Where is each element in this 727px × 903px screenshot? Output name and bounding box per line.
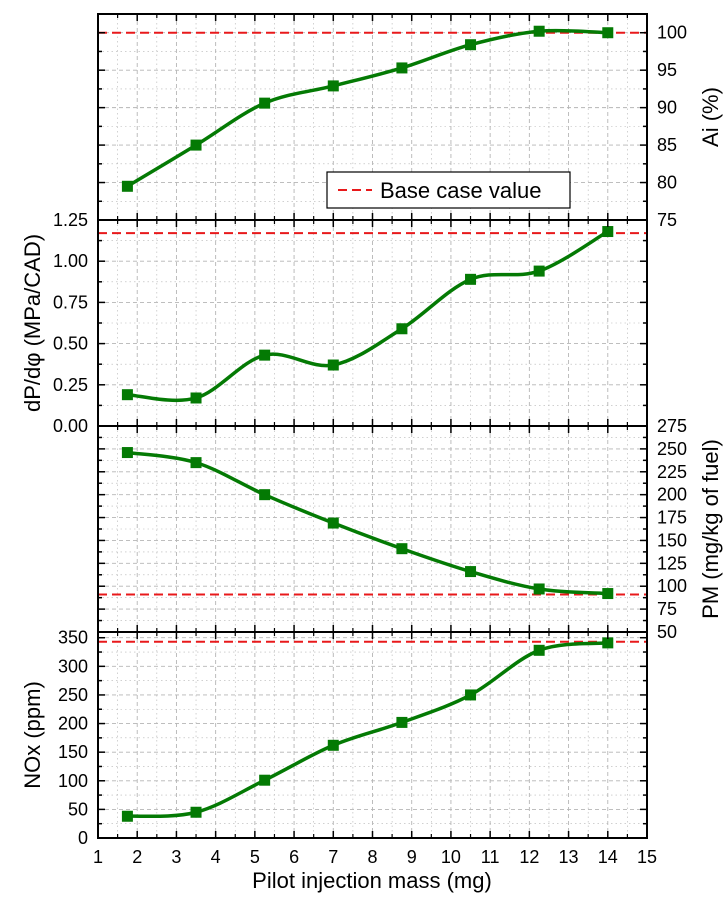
data-point xyxy=(259,489,271,501)
x-tick-label: 7 xyxy=(328,847,338,867)
data-point xyxy=(533,644,545,656)
fit-curve xyxy=(125,229,610,403)
y-tick-label: 95 xyxy=(657,60,677,80)
data-point xyxy=(396,543,408,555)
panel-nox: 0 50 100 150 200 250 300 350 NOx (ppm) xyxy=(20,628,648,848)
data-point xyxy=(190,139,202,151)
data-point xyxy=(327,80,339,92)
y-tick-label: 300 xyxy=(58,656,88,676)
data-point xyxy=(465,689,477,701)
data-point xyxy=(533,25,545,37)
legend: Base case value xyxy=(326,171,571,209)
y-tick-label: 0.00 xyxy=(53,416,88,436)
y-axis-title-pm: PM (mg/kg of fuel) xyxy=(698,439,723,619)
x-tick-label: 13 xyxy=(559,847,579,867)
y-tick-label: 85 xyxy=(657,135,677,155)
x-tick-label: 15 xyxy=(637,847,657,867)
y-tick-label: 100 xyxy=(58,771,88,791)
data-point xyxy=(602,588,614,600)
fit-curve xyxy=(125,450,610,596)
y-tick-label: 100 xyxy=(657,576,687,596)
data-point xyxy=(465,273,477,285)
data-point xyxy=(533,583,545,595)
y-tick-label: 250 xyxy=(58,685,88,705)
x-tick-label: 3 xyxy=(171,847,181,867)
data-point xyxy=(121,810,133,822)
y-axis-title-ai: Ai (%) xyxy=(698,87,723,147)
y-tick-label: 225 xyxy=(657,462,687,482)
data-point xyxy=(465,566,477,578)
data-point xyxy=(533,265,545,277)
data-point xyxy=(327,739,339,751)
y-tick-label: 0.50 xyxy=(53,334,88,354)
x-axis-title: Pilot injection mass (mg) xyxy=(252,868,492,893)
y-tick-label: 75 xyxy=(657,599,677,619)
y-tick-label: 50 xyxy=(68,799,88,819)
y-tick-label: 90 xyxy=(657,98,677,118)
data-point xyxy=(121,389,133,401)
data-point xyxy=(259,774,271,786)
panel-dpdphi: 0.00 0.25 0.50 0.75 1.00 1.25 dP/dφ (MPa/CAD) xyxy=(20,210,648,436)
data-point xyxy=(190,392,202,404)
x-tick-label: 4 xyxy=(211,847,221,867)
x-tick-label: 11 xyxy=(481,847,500,867)
x-tick-label: 14 xyxy=(598,847,618,867)
data-point xyxy=(327,359,339,371)
data-point xyxy=(602,226,614,238)
y-axis-title-dpdphi: dP/dφ (MPa/CAD) xyxy=(20,234,45,412)
data-point xyxy=(259,349,271,361)
fit-curve xyxy=(125,28,610,189)
y-tick-label: 150 xyxy=(58,742,88,762)
y-tick-label: 200 xyxy=(657,485,687,505)
data-point xyxy=(190,457,202,469)
y-tick-label: 75 xyxy=(657,210,677,230)
y-axis-title-nox: NOx (ppm) xyxy=(20,681,45,789)
data-point xyxy=(396,62,408,74)
x-tick-label: 5 xyxy=(250,847,260,867)
data-point xyxy=(465,39,477,51)
x-tick-label: 2 xyxy=(132,847,142,867)
y-tick-label: 50 xyxy=(657,622,677,642)
data-point xyxy=(190,806,202,818)
y-tick-label: 0.75 xyxy=(53,292,88,312)
y-tick-label: 350 xyxy=(58,628,88,648)
x-tick-label: 8 xyxy=(367,847,377,867)
data-point xyxy=(121,447,133,459)
y-tick-label: 0.25 xyxy=(53,375,88,395)
x-tick-label: 12 xyxy=(519,847,539,867)
y-tick-label: 275 xyxy=(657,416,687,436)
y-tick-label: 150 xyxy=(657,530,687,550)
data-point xyxy=(259,97,271,109)
y-tick-label: 1.25 xyxy=(53,210,88,230)
data-point xyxy=(602,27,614,39)
x-tick-label: 1 xyxy=(93,847,103,867)
fit-curve xyxy=(125,641,610,819)
data-point xyxy=(396,716,408,728)
y-tick-label: 1.00 xyxy=(53,251,88,271)
y-tick-label: 100 xyxy=(657,23,687,43)
legend-label: Base case value xyxy=(380,178,541,203)
y-tick-label: 200 xyxy=(58,714,88,734)
data-point xyxy=(327,517,339,529)
y-tick-label: 0 xyxy=(78,828,88,848)
x-tick-label: 9 xyxy=(407,847,417,867)
y-tick-label: 250 xyxy=(657,439,687,459)
x-tick-label: 6 xyxy=(289,847,299,867)
y-tick-label: 175 xyxy=(657,508,687,528)
data-point xyxy=(396,323,408,335)
data-point xyxy=(602,637,614,649)
data-point xyxy=(121,180,133,192)
y-tick-label: 125 xyxy=(657,553,687,573)
y-tick-label: 80 xyxy=(657,173,677,193)
x-tick-label: 10 xyxy=(441,847,461,867)
